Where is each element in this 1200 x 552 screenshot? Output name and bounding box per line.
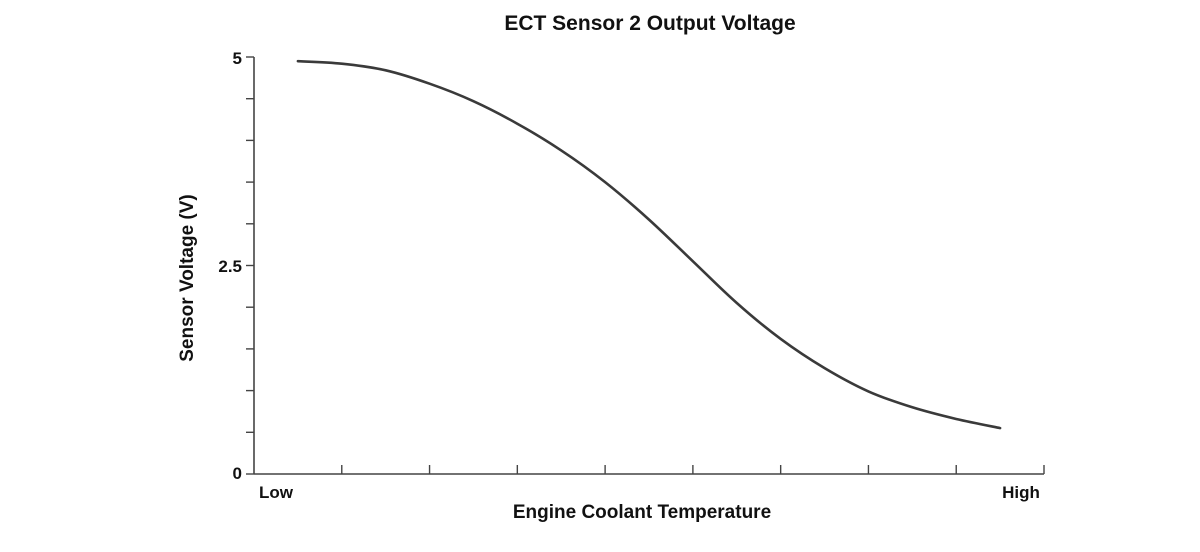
x-axis-label: Engine Coolant Temperature	[513, 502, 771, 523]
x-tick-label-high: High	[1002, 483, 1040, 502]
y-tick-label-0: 0	[233, 464, 242, 483]
y-tick-label-2-5: 2.5	[218, 257, 242, 276]
chart-title: ECT Sensor 2 Output Voltage	[504, 12, 795, 35]
y-axis-label: Sensor Voltage (V)	[177, 194, 198, 362]
y-tick-label-5: 5	[233, 49, 242, 68]
x-tick-label-low: Low	[259, 483, 294, 502]
voltage-curve	[296, 59, 1002, 430]
